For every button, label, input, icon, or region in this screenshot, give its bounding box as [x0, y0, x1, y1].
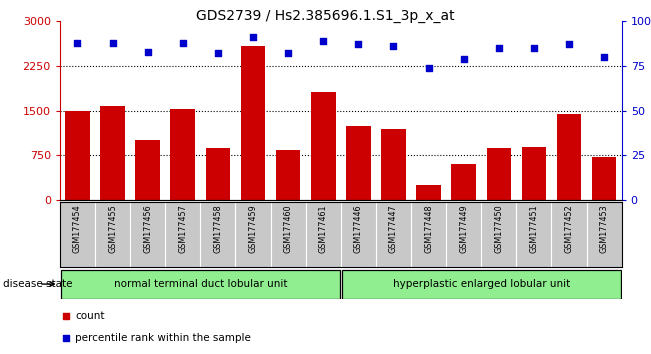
Point	[529, 45, 539, 51]
Point	[61, 335, 72, 341]
Point	[423, 65, 434, 70]
Point	[458, 56, 469, 62]
Point	[493, 45, 504, 51]
Bar	[416, 185, 441, 200]
Text: GSM177451: GSM177451	[529, 204, 538, 253]
Point	[353, 42, 363, 47]
Text: GSM177447: GSM177447	[389, 204, 398, 253]
Bar	[311, 92, 335, 200]
Point	[61, 314, 72, 319]
Bar	[241, 46, 266, 200]
Point	[107, 40, 118, 46]
Point	[213, 51, 223, 56]
Bar	[135, 140, 160, 200]
Bar	[65, 111, 90, 200]
Point	[248, 34, 258, 40]
Text: disease state: disease state	[3, 279, 73, 289]
Bar	[557, 114, 581, 200]
Bar	[61, 270, 340, 298]
Bar	[171, 109, 195, 200]
Text: GDS2739 / Hs2.385696.1.S1_3p_x_at: GDS2739 / Hs2.385696.1.S1_3p_x_at	[196, 9, 455, 23]
Text: GSM177455: GSM177455	[108, 204, 117, 253]
Point	[564, 42, 574, 47]
Text: GSM177448: GSM177448	[424, 204, 433, 253]
Bar	[592, 156, 616, 200]
Text: GSM177458: GSM177458	[214, 204, 223, 253]
Point	[178, 40, 188, 46]
Text: GSM177452: GSM177452	[564, 204, 574, 253]
Bar	[276, 150, 300, 200]
Text: normal terminal duct lobular unit: normal terminal duct lobular unit	[113, 279, 287, 289]
Point	[388, 44, 398, 49]
Point	[143, 49, 153, 55]
Text: GSM177446: GSM177446	[354, 204, 363, 253]
Bar	[486, 148, 511, 200]
Text: GSM177454: GSM177454	[73, 204, 82, 253]
Bar	[451, 164, 476, 200]
Text: GSM177453: GSM177453	[600, 204, 609, 253]
Bar	[346, 126, 370, 200]
Point	[72, 40, 83, 46]
Text: hyperplastic enlarged lobular unit: hyperplastic enlarged lobular unit	[393, 279, 570, 289]
Bar	[206, 148, 230, 200]
Point	[599, 54, 609, 60]
Point	[318, 38, 329, 44]
Bar	[100, 106, 125, 200]
Text: GSM177450: GSM177450	[494, 204, 503, 253]
Text: GSM177449: GSM177449	[459, 204, 468, 253]
Text: GSM177460: GSM177460	[284, 204, 293, 253]
Point	[283, 51, 294, 56]
Text: count: count	[75, 311, 104, 321]
Text: GSM177461: GSM177461	[319, 204, 327, 253]
Bar	[521, 147, 546, 200]
Bar	[342, 270, 621, 298]
Text: GSM177457: GSM177457	[178, 204, 187, 253]
Text: GSM177456: GSM177456	[143, 204, 152, 253]
Bar	[381, 129, 406, 200]
Text: percentile rank within the sample: percentile rank within the sample	[75, 332, 251, 343]
Text: GSM177459: GSM177459	[249, 204, 258, 253]
